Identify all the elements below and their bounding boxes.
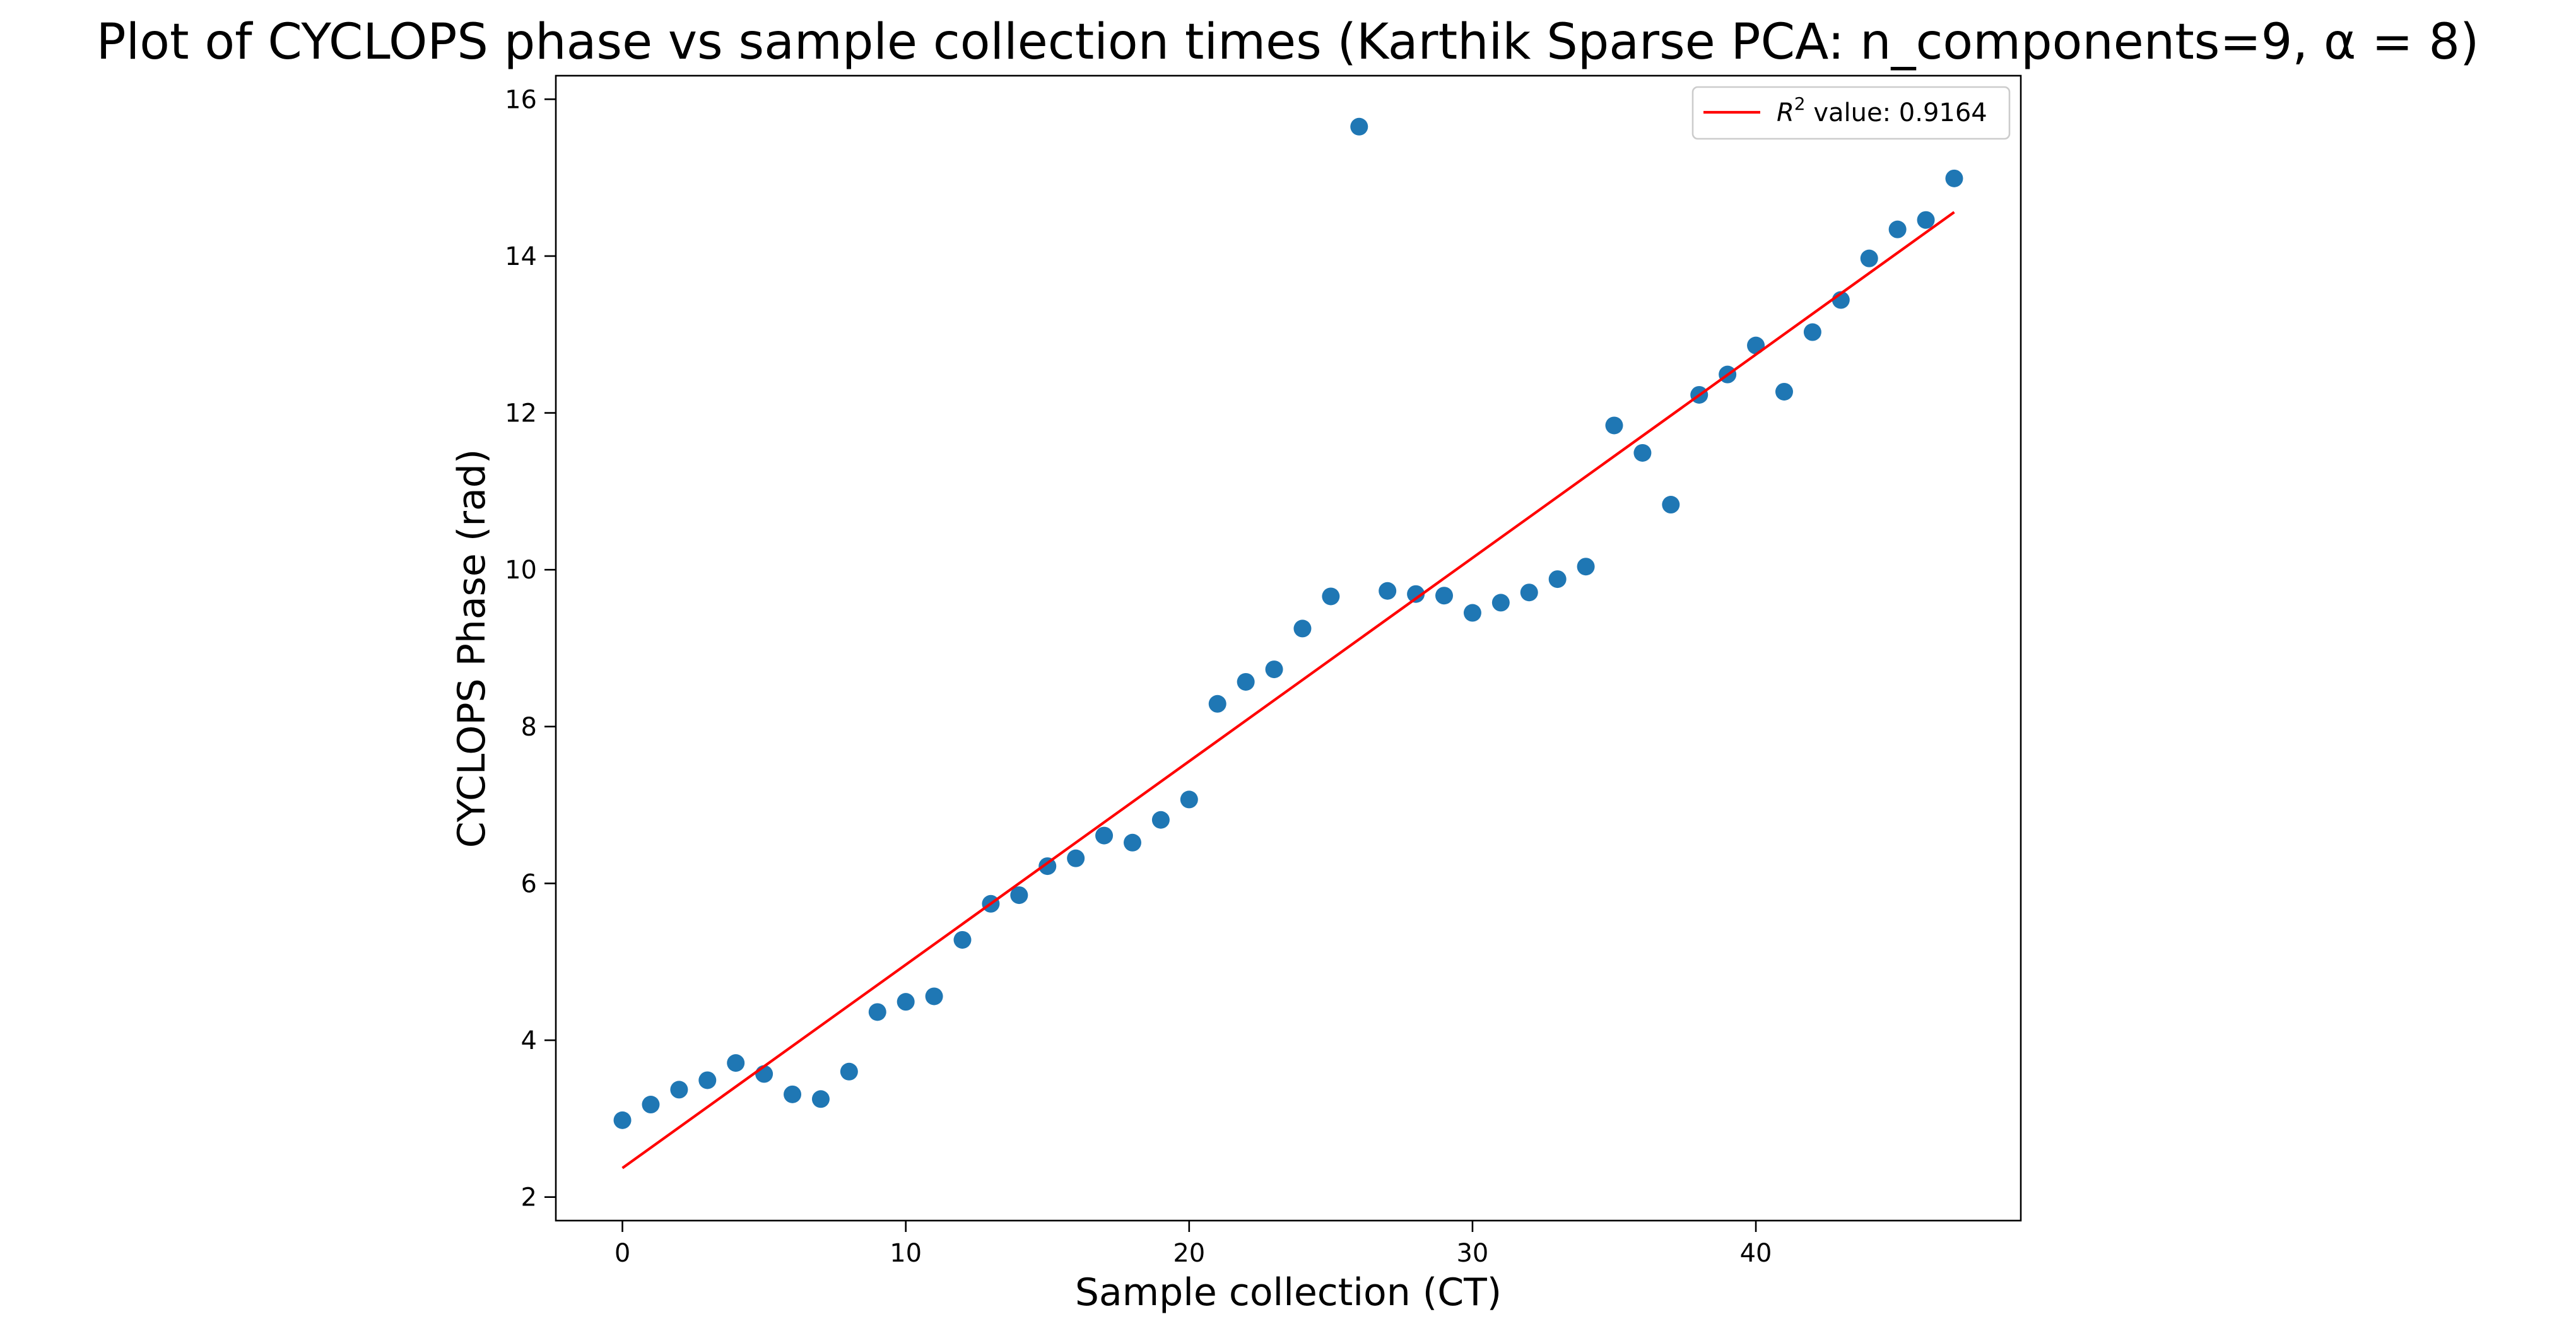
x-tick-label: 20 <box>1173 1239 1205 1268</box>
data-point <box>1945 169 1963 187</box>
data-point <box>1407 585 1425 603</box>
data-point <box>1180 790 1198 809</box>
data-point <box>698 1071 717 1089</box>
data-point <box>1803 323 1821 341</box>
y-axis-ticks: 2 4 6 8 10 12 14 16 <box>505 85 556 1212</box>
data-point <box>1577 558 1595 576</box>
legend-box <box>1691 86 2011 140</box>
x-tick-label: 10 <box>890 1239 922 1268</box>
data-point <box>642 1096 660 1114</box>
plot-frame <box>555 74 2022 1222</box>
fit-line-series <box>621 211 1955 1170</box>
y-tick-label: 16 <box>505 85 537 114</box>
data-point <box>953 930 972 949</box>
data-point <box>1038 857 1057 876</box>
data-point <box>670 1081 688 1099</box>
y-tick-label: 14 <box>505 242 537 271</box>
data-point <box>1633 443 1652 462</box>
y-tick-label: 8 <box>521 713 537 742</box>
data-point <box>1350 117 1368 136</box>
data-point <box>1520 583 1538 602</box>
data-point <box>1151 811 1170 829</box>
data-point <box>784 1085 802 1103</box>
legend-label: R2 value: 0.9164 <box>1777 93 1987 127</box>
data-point <box>1917 211 1935 229</box>
x-axis-ticks: 0 10 20 30 40 <box>615 1221 1772 1268</box>
legend-label-value: value: 0.9164 <box>1806 98 1987 127</box>
data-point <box>1123 833 1141 852</box>
chart-title: Plot of CYCLOPS phase vs sample collecti… <box>97 14 2479 71</box>
regression-line <box>621 211 1955 1170</box>
data-point <box>613 1111 632 1129</box>
data-point <box>1463 604 1481 622</box>
data-point <box>811 1090 830 1108</box>
scatter-series <box>613 117 1963 1129</box>
data-point <box>1095 826 1114 845</box>
y-tick-label: 2 <box>521 1183 537 1212</box>
data-point <box>1010 886 1028 905</box>
data-point <box>1237 672 1255 691</box>
data-point <box>1491 594 1510 612</box>
y-axis-label: CYCLOPS Phase (rad) <box>450 449 494 848</box>
y-tick-label: 10 <box>505 556 537 585</box>
x-tick-label: 0 <box>615 1239 630 1268</box>
data-point <box>1888 220 1907 238</box>
y-tick-label: 6 <box>521 869 537 898</box>
plot-area <box>613 117 1963 1170</box>
data-point <box>1662 496 1680 514</box>
data-point <box>1322 587 1340 606</box>
legend-label-superscript: 2 <box>1794 93 1806 114</box>
legend-label-r: R <box>1777 98 1794 127</box>
y-tick-label: 4 <box>521 1026 537 1055</box>
data-point <box>1775 382 1793 401</box>
data-point <box>1379 582 1397 600</box>
x-tick-label: 30 <box>1456 1239 1488 1268</box>
data-point <box>868 1003 886 1021</box>
data-point <box>1265 660 1283 679</box>
data-point <box>897 993 915 1011</box>
data-point <box>840 1062 858 1081</box>
data-point <box>1067 849 1085 867</box>
x-tick-label: 40 <box>1740 1239 1772 1268</box>
data-point <box>925 987 943 1006</box>
data-point <box>1605 416 1623 435</box>
x-axis-label: Sample collection (CT) <box>1075 1270 1502 1315</box>
data-point <box>1548 570 1567 589</box>
data-point <box>1293 619 1312 638</box>
y-tick-label: 12 <box>505 399 537 428</box>
legend: R2 value: 0.9164 <box>1691 86 2011 140</box>
data-point <box>1435 587 1454 605</box>
data-point <box>1860 249 1878 267</box>
data-point <box>727 1054 745 1072</box>
data-point <box>1208 695 1226 713</box>
